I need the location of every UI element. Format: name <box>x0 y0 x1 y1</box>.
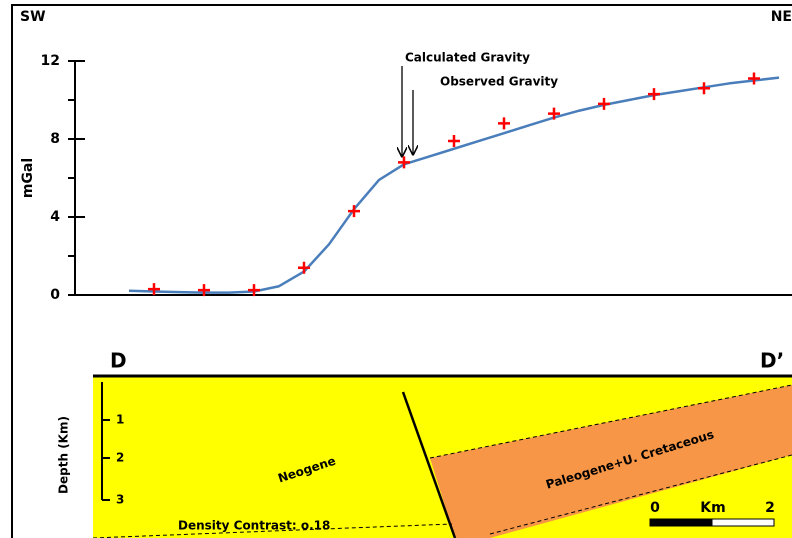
observed-point <box>548 107 560 120</box>
section-right-label: D’ <box>760 349 784 373</box>
observed-point <box>748 72 760 85</box>
observed-point <box>698 82 710 95</box>
observed-point <box>348 205 360 218</box>
fault <box>401 391 457 538</box>
observed-point <box>198 284 210 297</box>
calculated-curve <box>128 76 780 294</box>
paleogene-layer <box>430 385 792 538</box>
layer-boundary <box>92 523 453 538</box>
layer-boundary <box>429 384 792 459</box>
left-label: SW <box>20 9 46 25</box>
y-tick-label: 8 <box>50 131 60 147</box>
observed-point <box>598 97 610 110</box>
scale-unit: Km <box>700 500 725 516</box>
observed-point <box>148 283 160 296</box>
observed-point <box>398 156 410 169</box>
scale-bar <box>711 518 775 527</box>
annotation: Observed Gravity <box>440 75 558 89</box>
y-tick-label: 0 <box>50 287 60 303</box>
y-tick-label: 12 <box>41 53 60 69</box>
frame <box>11 4 792 538</box>
annotation: Calculated Gravity <box>405 51 530 65</box>
depth-tick-label: 1 <box>116 413 124 427</box>
observed-point <box>248 284 260 297</box>
right-label: NE <box>771 9 792 25</box>
density-note: Density Contrast: o.18 <box>178 519 330 533</box>
scale-bar <box>649 518 713 527</box>
section-left-label: D <box>110 349 127 373</box>
scale-end: 2 <box>765 500 775 516</box>
observed-point <box>298 261 310 274</box>
observed-point <box>448 134 460 147</box>
depth-tick-label: 2 <box>116 451 124 465</box>
y-tick-label: 4 <box>50 209 60 225</box>
observed-point <box>648 88 660 101</box>
depth-label: Depth (Km) <box>57 416 71 494</box>
depth-tick-label: 3 <box>116 493 124 507</box>
observed-point <box>498 117 510 130</box>
y-axis-label: mGal <box>20 158 36 198</box>
layer-boundary <box>489 454 792 535</box>
scale-start: 0 <box>650 500 660 516</box>
